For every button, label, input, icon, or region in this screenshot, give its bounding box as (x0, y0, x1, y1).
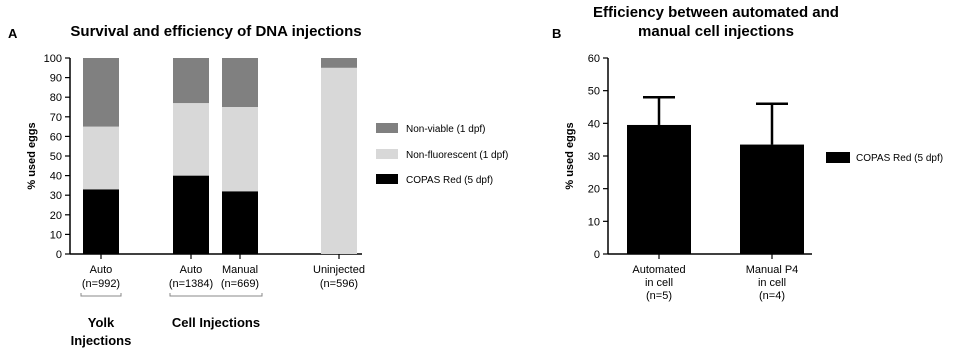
y-tick-label-b: 40 (588, 118, 600, 130)
legend-label-a-0: Non-viable (1 dpf) (406, 124, 485, 135)
bar-segment-1-0 (173, 175, 209, 254)
legend-label-a-1: Non-fluorescent (1 dpf) (406, 150, 508, 161)
y-axis-label-b: % used eggs (564, 122, 576, 189)
x-category-label-a: Manual (222, 264, 258, 276)
panel-b: B Efficiency between automated and manual … (552, 4, 943, 302)
y-tick-label-a: 30 (50, 190, 62, 202)
legend-label-b: COPAS Red (5 dpf) (856, 153, 943, 164)
group-label-yolk-2: Injections (71, 333, 132, 348)
y-tick-label-b: 30 (588, 151, 600, 163)
y-tick-label-b: 0 (594, 249, 600, 261)
x-category-n-a: (n=596) (320, 278, 358, 290)
panel-label-b: B (552, 26, 561, 41)
bar-segment-0-1 (83, 126, 119, 190)
chart-title-b-1: Efficiency between automated and (593, 4, 839, 21)
panel-a: A Survival and efficiency of DNA injectio… (8, 23, 508, 348)
x-category-label-b: Manual P4 (746, 264, 799, 276)
bar-segment-1-1 (173, 103, 209, 176)
y-tick-label-b: 50 (588, 86, 600, 98)
x-category-label-a: Uninjected (313, 264, 365, 276)
x-category-n-a: (n=992) (82, 278, 120, 290)
y-axis-label-a: % used eggs (26, 122, 38, 189)
legend-label-a-2: COPAS Red (5 dpf) (406, 175, 493, 186)
x-category-n-a: (n=669) (221, 278, 259, 290)
bar-segment-2-0 (222, 191, 258, 254)
y-tick-label-b: 10 (588, 216, 600, 228)
bar-segment-2-1 (222, 107, 258, 192)
x-category-label-b: in cell (758, 277, 786, 289)
x-category-label-a: Auto (90, 264, 113, 276)
bar-segment-3-1 (321, 67, 357, 254)
legend-swatch-a-1 (376, 149, 398, 159)
y-tick-label-a: 100 (44, 53, 62, 65)
y-tick-label-a: 20 (50, 210, 62, 222)
bar-segment-2-2 (222, 58, 258, 107)
y-tick-label-b: 20 (588, 184, 600, 196)
chart-title-a: Survival and efficiency of DNA injection… (70, 23, 361, 40)
x-category-label-b: (n=5) (646, 290, 672, 302)
group-label-yolk-1: Yolk (88, 315, 115, 330)
y-tick-label-a: 70 (50, 112, 62, 124)
y-tick-label-a: 60 (50, 131, 62, 143)
legend-swatch-a-2 (376, 174, 398, 184)
y-tick-label-b: 60 (588, 53, 600, 65)
bar-segment-1-2 (173, 58, 209, 104)
x-category-label-b: (n=4) (759, 290, 785, 302)
bar-segment-3-2 (321, 58, 357, 68)
x-category-n-a: (n=1384) (169, 278, 213, 290)
y-tick-label-a: 80 (50, 92, 62, 104)
y-tick-label-a: 90 (50, 73, 62, 85)
panel-label-a: A (8, 26, 18, 41)
y-tick-label-a: 50 (50, 151, 62, 163)
x-category-label-a: Auto (180, 264, 203, 276)
y-tick-label-a: 10 (50, 229, 62, 241)
group-bracket-yolk (80, 293, 122, 297)
legend-swatch-a-0 (376, 123, 398, 133)
x-category-label-b: Automated (632, 264, 685, 276)
group-bracket-cell (169, 293, 263, 297)
legend-swatch-b (826, 152, 850, 163)
x-category-label-b: in cell (645, 277, 673, 289)
y-tick-label-a: 0 (56, 249, 62, 261)
y-tick-label-a: 40 (50, 171, 62, 183)
chart-title-b-2: manual cell injections (638, 23, 794, 40)
bar-b-0 (627, 124, 691, 254)
bar-segment-0-0 (83, 189, 119, 254)
bar-segment-0-2 (83, 58, 119, 127)
bar-b-1 (740, 144, 804, 254)
group-label-cell: Cell Injections (172, 315, 260, 330)
